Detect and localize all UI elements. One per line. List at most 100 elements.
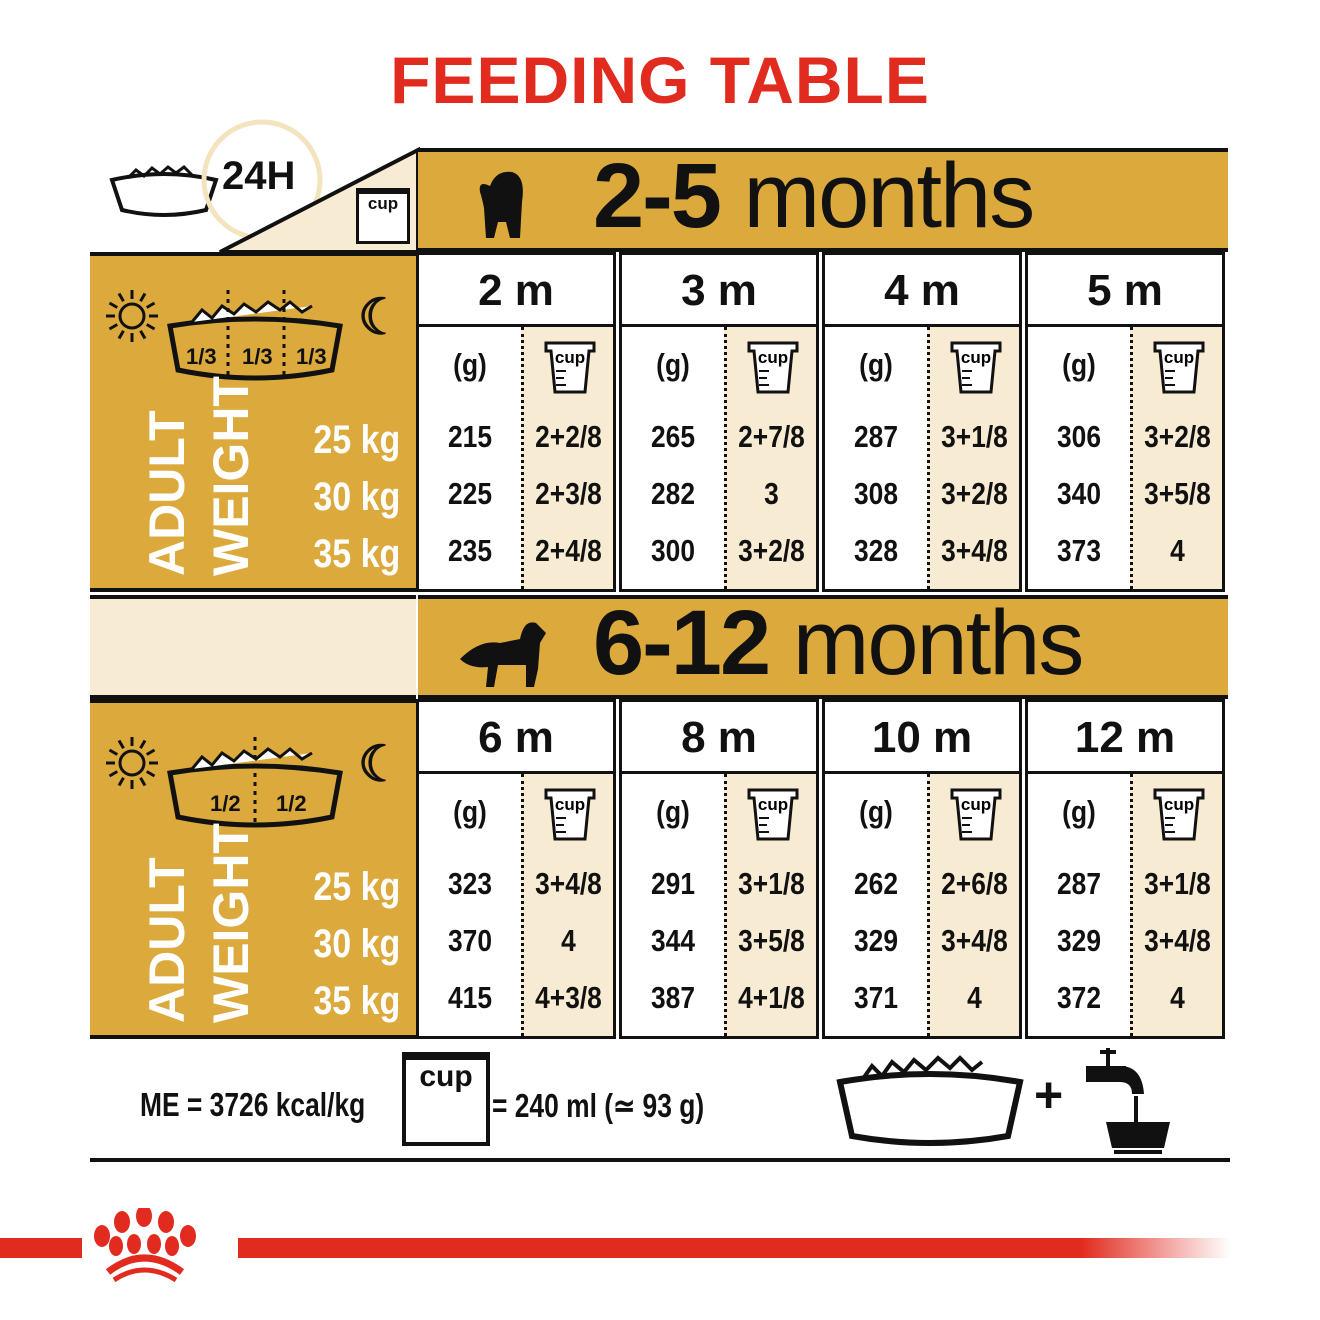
adult-weight-panel: ☾ 1/3 1/3 1/3 ADULT WEIGHT 25 kg 30 kg 35 kg	[90, 252, 416, 592]
dog-puppy-icon	[470, 162, 530, 240]
cup-equivalent-label: = 240 ml (≃ 93 g)	[492, 1087, 705, 1124]
age-range-label: 2-5 months	[593, 144, 1035, 249]
cups-value: 3+2/8	[941, 476, 1008, 511]
plus-sign: +	[1034, 1067, 1064, 1123]
food-bowl-icon	[836, 1055, 1024, 1146]
cups-value: 4	[1170, 533, 1185, 568]
grams-value: 371	[854, 980, 898, 1015]
footer-divider	[90, 1158, 1230, 1162]
cup-icon: cup	[1152, 784, 1206, 847]
svg-text:cup: cup	[1164, 348, 1194, 367]
cups-value: 3+2/8	[738, 533, 805, 568]
age-column-2m: 2 m (g) cup 215 2+2/8 225 2+3/8 235 2+4/8	[416, 252, 616, 592]
grams-value: 262	[854, 866, 898, 901]
svg-text:cup: cup	[1164, 795, 1194, 814]
grams-value: 328	[854, 533, 898, 568]
month-header: 4 m	[825, 255, 1019, 327]
age-column-10m: 10 m (g) cup 262 2+6/8 329 3+4/8 371 4	[822, 699, 1022, 1039]
grams-value: 415	[448, 980, 492, 1015]
cup-icon: cup	[949, 337, 1003, 400]
grams-value: 306	[1057, 419, 1101, 454]
grams-value: 372	[1057, 980, 1101, 1015]
grams-header: (g)	[656, 347, 690, 382]
age-range-number: 6-12	[593, 592, 771, 694]
cup-icon: cup	[1152, 337, 1206, 400]
grams-value: 329	[854, 923, 898, 958]
weight-value: 30 kg	[313, 922, 400, 966]
month-header: 5 m	[1028, 255, 1222, 327]
grams-value: 215	[448, 419, 492, 454]
moon-icon: ☾	[358, 289, 403, 345]
svg-text:cup: cup	[758, 348, 788, 367]
brand-bar	[238, 1238, 1230, 1258]
grams-value: 287	[854, 419, 898, 454]
age-column-5m: 5 m (g) cup 306 3+2/8 340 3+5/8 373 4	[1025, 252, 1225, 592]
month-header: 12 m	[1028, 702, 1222, 774]
cups-value: 3+4/8	[1144, 923, 1211, 958]
cups-value: 4	[561, 923, 576, 958]
left-spacer-panel	[90, 595, 416, 699]
grams-header: (g)	[859, 794, 893, 829]
cups-value: 2+7/8	[738, 419, 805, 454]
weight-value: 25 kg	[313, 865, 400, 909]
svg-text:cup: cup	[555, 348, 585, 367]
age-column-6m: 6 m (g) cup 323 3+4/8 370 4 415 4+3/8	[416, 699, 616, 1039]
cups-value: 2+4/8	[535, 533, 602, 568]
grams-header: (g)	[1062, 347, 1096, 382]
energy-label: ME = 3726 kcal/kg	[140, 1086, 366, 1123]
grams-value: 373	[1057, 533, 1101, 568]
cups-value: 2+2/8	[535, 419, 602, 454]
portion-fraction: 1/2	[276, 791, 307, 816]
cup-column	[927, 327, 1019, 589]
cup-icon: cup	[949, 784, 1003, 847]
month-header: 10 m	[825, 702, 1019, 774]
cups-value: 3+4/8	[535, 866, 602, 901]
grams-value: 329	[1057, 923, 1101, 958]
cups-value: 3+1/8	[738, 866, 805, 901]
weight-label: WEIGHT	[203, 376, 259, 576]
grams-header: (g)	[859, 347, 893, 382]
portion-fraction: 1/3	[186, 344, 217, 369]
cup-icon: cup	[746, 337, 800, 400]
svg-text:cup: cup	[961, 795, 991, 814]
moon-icon: ☾	[358, 736, 403, 792]
adult-weight-panel: ☾ 1/2 1/2 ADULT WEIGHT 25 kg 30 kg 35 kg	[90, 699, 416, 1039]
grams-value: 265	[651, 419, 695, 454]
grams-value: 287	[1057, 866, 1101, 901]
portion-fraction: 1/2	[210, 791, 241, 816]
month-header: 2 m	[419, 255, 613, 327]
cups-value: 4+1/8	[738, 980, 805, 1015]
adult-label: ADULT	[139, 410, 195, 576]
cups-value: 3+4/8	[941, 533, 1008, 568]
grams-value: 235	[448, 533, 492, 568]
portion-fraction: 1/3	[242, 344, 273, 369]
grams-value: 282	[651, 476, 695, 511]
weight-value: 30 kg	[313, 475, 400, 519]
cups-value: 3+5/8	[738, 923, 805, 958]
grams-value: 370	[448, 923, 492, 958]
grams-value: 340	[1057, 476, 1101, 511]
brand-bar-left	[0, 1238, 82, 1258]
cups-value: 4	[967, 980, 982, 1015]
weight-value: 35 kg	[313, 979, 400, 1023]
grams-header: (g)	[1062, 794, 1096, 829]
cups-value: 4+3/8	[535, 980, 602, 1015]
dog-adult-icon	[460, 609, 546, 687]
cups-value: 3+1/8	[1144, 866, 1211, 901]
svg-text:cup: cup	[555, 795, 585, 814]
cup-icon: cup	[543, 784, 597, 847]
grams-header: (g)	[453, 794, 487, 829]
age-column-8m: 8 m (g) cup 291 3+1/8 344 3+5/8 387 4+1/8	[619, 699, 819, 1039]
cups-value: 3+4/8	[941, 923, 1008, 958]
weight-value: 35 kg	[313, 532, 400, 576]
cup-icon: cup	[543, 337, 597, 400]
svg-text:cup: cup	[758, 795, 788, 814]
grams-header: (g)	[656, 794, 690, 829]
weight-value: 25 kg	[313, 418, 400, 462]
royal-canin-crown-logo	[94, 1208, 196, 1282]
measuring-cup-icon: cup	[402, 1052, 490, 1146]
cups-value: 2+6/8	[941, 866, 1008, 901]
grams-value: 291	[651, 866, 695, 901]
food-bowl-icon	[109, 165, 219, 217]
age-column-4m: 4 m (g) cup 287 3+1/8 308 3+2/8 328 3+4/8	[822, 252, 1022, 592]
